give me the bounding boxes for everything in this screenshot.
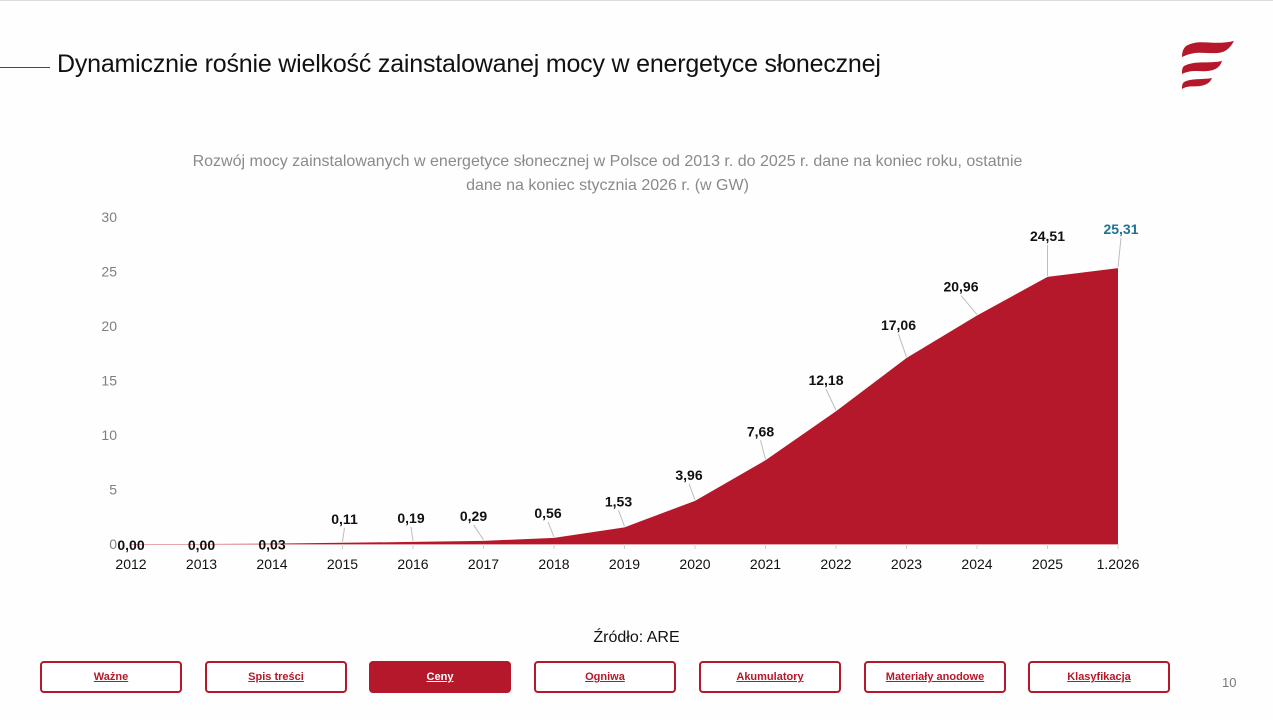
leader-line (898, 333, 907, 358)
x-tick-label: 2022 (820, 556, 851, 572)
leader-line (960, 295, 978, 315)
nav-button-label: Spis treści (248, 671, 304, 683)
data-label: 0,00 (117, 537, 144, 553)
x-tick-label: 2023 (891, 556, 922, 572)
y-tick-label: 25 (101, 264, 117, 280)
data-label: 7,68 (747, 423, 774, 439)
leader-line (1117, 238, 1122, 268)
leader-line (473, 524, 484, 541)
leader-line (618, 510, 625, 527)
nav-button-akumulatory[interactable]: Akumulatory (699, 661, 841, 693)
x-tick-label: 2024 (961, 556, 992, 572)
x-tick-label: 2020 (679, 556, 710, 572)
data-label: 17,06 (881, 317, 916, 333)
nav-button-label: Ważne (93, 671, 129, 683)
y-tick-label: 30 (101, 209, 117, 225)
chart-title: Rozwój mocy zainstalowanych w energetyce… (160, 150, 1055, 198)
nav-button-ogniwa[interactable]: Ogniwa (534, 661, 676, 693)
page-number: 10 (1222, 675, 1237, 690)
data-label: 0,03 (258, 537, 285, 553)
data-label: 0,19 (397, 510, 424, 526)
y-tick-label: 15 (101, 373, 117, 389)
x-axis: 2012 2013 2014 2015 2016 2017 2018 2019 2020 2021… (115, 544, 1140, 572)
nav-button-spis-tresci[interactable]: Spis treści (205, 661, 347, 693)
x-tick-label: 2025 (1032, 556, 1063, 572)
x-tick-label: 2015 (327, 556, 358, 572)
data-label: 0,56 (534, 505, 561, 521)
leader-line (342, 527, 345, 542)
y-tick-label: 5 (109, 482, 117, 498)
leader-line (547, 521, 555, 538)
x-tick-label: 2014 (256, 556, 287, 572)
page-title: Dynamicznie rośnie wielkość zainstalowan… (57, 50, 881, 78)
nav-button-wazne[interactable]: Ważne (40, 661, 182, 693)
nav-button-label: Materiały anodowe (885, 671, 985, 683)
data-label: 0,00 (188, 537, 215, 553)
x-tick-label: 2012 (115, 556, 146, 572)
x-tick-label: 2018 (538, 556, 569, 572)
data-label-leaders (342, 238, 1122, 542)
y-axis: 0 5 10 15 20 25 30 (101, 209, 117, 552)
x-tick-label: 2021 (750, 556, 781, 572)
x-tick-label: 2016 (397, 556, 428, 572)
nav-button-materialy-anodowe[interactable]: Materiały anodowe (864, 661, 1006, 693)
chart-title-line-2: dane na koniec stycznia 2026 r. (w GW) (466, 177, 749, 194)
nav-button-label: Ogniwa (585, 671, 625, 683)
y-tick-label: 0 (109, 536, 117, 552)
data-label: 0,11 (331, 511, 358, 527)
source-note: Źródło: ARE (593, 629, 680, 646)
flag-waves-logo-icon (1182, 41, 1234, 89)
y-tick-label: 10 (101, 427, 117, 443)
data-label: 0,29 (460, 508, 487, 524)
data-label: 25,31 (1103, 221, 1138, 237)
leader-line (825, 389, 837, 411)
data-label: 20,96 (943, 279, 978, 295)
area-series (131, 268, 1118, 544)
top-border (0, 0, 1273, 1)
data-label: 24,51 (1030, 228, 1065, 244)
data-label: 12,18 (808, 372, 843, 388)
x-tick-label: 1.2026 (1097, 556, 1140, 572)
leader-line (760, 440, 766, 460)
data-labels: 0,00 0,00 0,03 0,11 0,19 0,29 0,56 1,53 3,96 7,68… (117, 221, 1138, 553)
leader-line (688, 483, 696, 501)
data-label: 3,96 (675, 467, 702, 483)
title-rule (0, 67, 50, 68)
nav-button-ceny[interactable]: Ceny (369, 661, 511, 693)
chart-title-line-1: Rozwój mocy zainstalowanych w energetyce… (192, 153, 1023, 170)
leader-line (410, 526, 414, 541)
y-tick-label: 20 (101, 318, 117, 334)
nav-button-label: Akumulatory (736, 671, 804, 683)
x-tick-label: 2019 (609, 556, 640, 572)
nav-button-klasyfikacja[interactable]: Klasyfikacja (1028, 661, 1170, 693)
data-label: 1,53 (605, 493, 632, 509)
x-tick-label: 2013 (186, 556, 217, 572)
x-tick-label: 2017 (468, 556, 499, 572)
nav-button-label: Klasyfikacja (1067, 671, 1131, 683)
nav-button-label: Ceny (426, 671, 454, 683)
